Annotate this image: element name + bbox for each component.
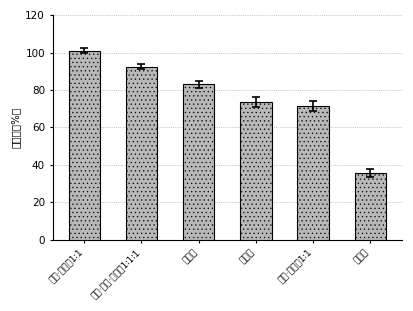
Bar — [183, 84, 214, 240]
Y-axis label: 成活率（%）: 成活率（%） — [11, 107, 21, 148]
Bar — [126, 67, 157, 240]
Bar — [69, 51, 100, 240]
Bar — [240, 102, 272, 240]
Bar — [297, 106, 329, 240]
Bar — [354, 173, 386, 240]
